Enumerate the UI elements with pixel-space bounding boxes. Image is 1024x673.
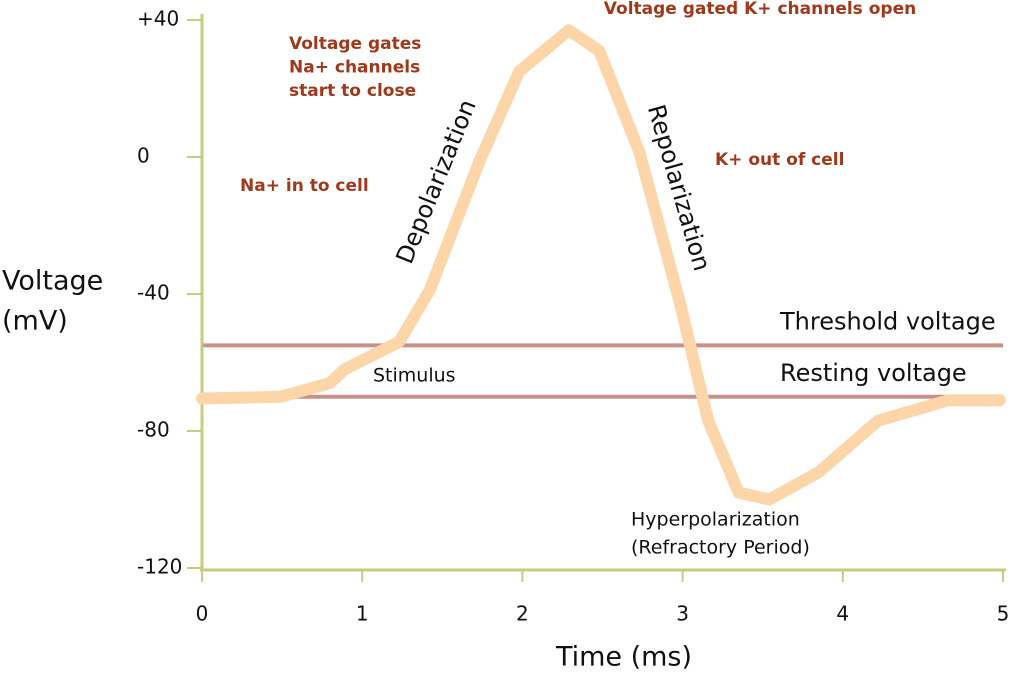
annotation: start to close [289,81,416,101]
x-tick-label: 2 [516,602,529,626]
x-tick-label: 3 [676,602,689,626]
y-axis-label: Voltage [2,266,103,297]
reference-label: Resting voltage [780,359,967,387]
annotation: Na+ channels [289,58,420,78]
annotation: Voltage gated K+ channels open [604,0,916,19]
x-tick-label: 5 [997,602,1010,626]
y-axis-label: (mV) [2,306,68,337]
y-tick-label: -80 [137,418,170,442]
reference-label: Threshold voltage [779,307,996,335]
y-tick-label: -40 [137,281,170,305]
x-tick-label: 4 [836,602,849,626]
annotation: Stimulus [373,365,456,387]
x-tick-label: 1 [356,602,369,626]
x-axis-label: Time (ms) [555,642,692,673]
annotation: Voltage gates [289,34,421,54]
annotation: (Refractory Period) [631,537,810,559]
x-tick-label: 0 [196,602,209,626]
annotation: K+ out of cell [715,150,844,170]
y-tick-label: 0 [137,144,150,168]
annotation: Na+ in to cell [240,176,369,196]
annotation: Hyperpolarization [631,509,800,531]
y-tick-label: -120 [137,555,182,579]
y-tick-label: +40 [137,7,179,31]
data-line [196,24,1006,506]
